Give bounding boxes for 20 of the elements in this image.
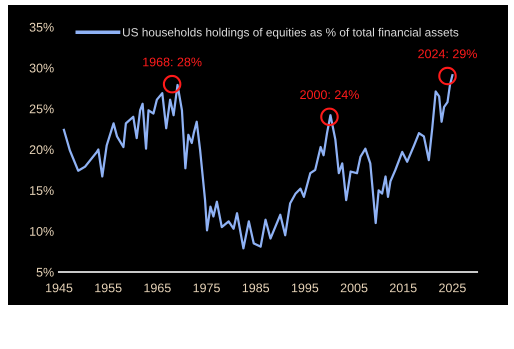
x-tick-label: 2025 xyxy=(439,283,466,292)
x-tick-label: 2005 xyxy=(340,283,368,292)
y-tick-label: 25% xyxy=(30,104,54,114)
legend-label: US households holdings of equities as % of total financial assets xyxy=(123,28,458,39)
annotation: 2024: 29% xyxy=(418,49,477,58)
annotation: 2000: 24% xyxy=(300,90,359,100)
y-tick-label: 10% xyxy=(30,226,54,236)
x-tick-label: 1985 xyxy=(242,283,270,292)
x-tick-label: 1955 xyxy=(95,283,122,292)
y-tick-label: 30% xyxy=(30,64,54,72)
x-tick-label: 1965 xyxy=(144,283,171,292)
annotation: 1968: 28% xyxy=(143,58,202,66)
y-tick-label: 15% xyxy=(30,186,54,195)
x-tick-label: 1975 xyxy=(194,283,220,292)
x-tick-label: 2015 xyxy=(390,283,417,292)
x-tick-label: 1995 xyxy=(292,283,318,292)
x-tick-label: 1945 xyxy=(46,283,72,292)
y-tick-label: 5% xyxy=(36,268,54,277)
y-tick-label: 35% xyxy=(30,22,54,32)
y-tick-label: 20% xyxy=(30,145,54,154)
